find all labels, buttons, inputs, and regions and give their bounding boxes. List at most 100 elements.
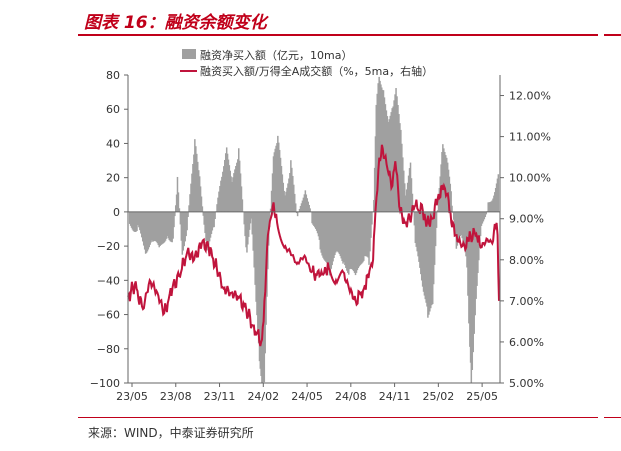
bar xyxy=(219,185,221,212)
bar xyxy=(253,211,255,268)
bar xyxy=(290,160,292,212)
bar xyxy=(287,183,289,212)
bar xyxy=(378,76,380,212)
bar xyxy=(196,153,198,212)
bar xyxy=(218,191,220,212)
bar xyxy=(360,211,362,265)
bar xyxy=(138,211,140,228)
bar xyxy=(442,144,444,212)
line-series-path xyxy=(127,144,500,347)
bar xyxy=(415,211,418,247)
bar xyxy=(462,211,464,242)
bar xyxy=(258,211,261,362)
bar xyxy=(272,156,275,212)
bar xyxy=(261,211,264,383)
bar xyxy=(432,211,435,285)
bar xyxy=(148,211,151,248)
x-tick-label: 23/05 xyxy=(116,390,148,403)
bar xyxy=(312,211,314,225)
x-tick-label: 23/08 xyxy=(160,390,192,403)
bar xyxy=(393,100,395,212)
bar xyxy=(250,211,253,219)
bar xyxy=(350,211,353,270)
bar xyxy=(169,211,171,242)
bar xyxy=(487,202,489,212)
bar xyxy=(247,211,250,237)
bar xyxy=(318,211,321,240)
bar xyxy=(361,211,363,264)
bar xyxy=(304,190,307,212)
figure-title: 图表 16：融资余额变化 xyxy=(84,13,267,33)
bar xyxy=(154,211,157,242)
bar xyxy=(128,211,131,224)
bar xyxy=(316,211,319,234)
bar xyxy=(481,211,484,224)
bar xyxy=(441,152,443,212)
bar xyxy=(194,139,196,212)
title-rule xyxy=(78,34,598,36)
bar xyxy=(411,193,414,212)
bar xyxy=(157,211,160,246)
bar xyxy=(252,211,254,251)
bar xyxy=(403,183,406,212)
bar xyxy=(492,198,494,212)
bar xyxy=(333,211,335,259)
bar xyxy=(227,159,230,212)
bar xyxy=(260,211,262,376)
bar xyxy=(431,211,433,306)
bar xyxy=(433,211,436,265)
bar xyxy=(280,166,283,212)
bar xyxy=(391,108,393,212)
bar xyxy=(135,211,137,232)
bar xyxy=(168,211,171,241)
bar xyxy=(142,211,145,246)
line-series xyxy=(127,144,500,347)
bar xyxy=(416,211,418,252)
bar xyxy=(334,211,336,255)
bar xyxy=(298,208,301,212)
bar xyxy=(491,200,493,212)
bar xyxy=(390,112,392,212)
bar xyxy=(434,211,437,247)
bar xyxy=(185,211,187,237)
bar xyxy=(408,168,411,212)
bar xyxy=(150,211,152,243)
bar xyxy=(160,211,162,245)
bar xyxy=(197,170,200,212)
bar xyxy=(430,211,432,309)
bar xyxy=(444,151,446,212)
bar xyxy=(319,211,322,250)
bar xyxy=(271,173,274,212)
bar xyxy=(286,187,288,212)
bar xyxy=(371,211,373,225)
bar xyxy=(244,211,246,237)
bar xyxy=(180,211,183,241)
bar xyxy=(332,211,334,262)
bar xyxy=(435,211,438,228)
bar xyxy=(456,211,459,246)
bar xyxy=(275,145,277,212)
bar xyxy=(351,211,354,270)
bar xyxy=(236,162,238,212)
bar xyxy=(337,211,340,253)
bar xyxy=(324,211,326,261)
bar xyxy=(438,188,441,212)
bar xyxy=(165,211,168,239)
bar xyxy=(419,211,421,268)
bar xyxy=(423,211,426,296)
bar xyxy=(420,211,422,275)
bar xyxy=(359,211,361,266)
bar xyxy=(470,211,473,383)
bar xyxy=(424,211,427,300)
bar xyxy=(449,183,452,212)
bar xyxy=(208,211,211,242)
bar xyxy=(407,175,410,212)
bar xyxy=(426,211,428,307)
bar xyxy=(187,211,189,217)
bar xyxy=(281,174,284,212)
bar xyxy=(137,211,139,226)
bar xyxy=(403,170,405,212)
bar xyxy=(293,184,295,212)
bar xyxy=(270,190,273,212)
